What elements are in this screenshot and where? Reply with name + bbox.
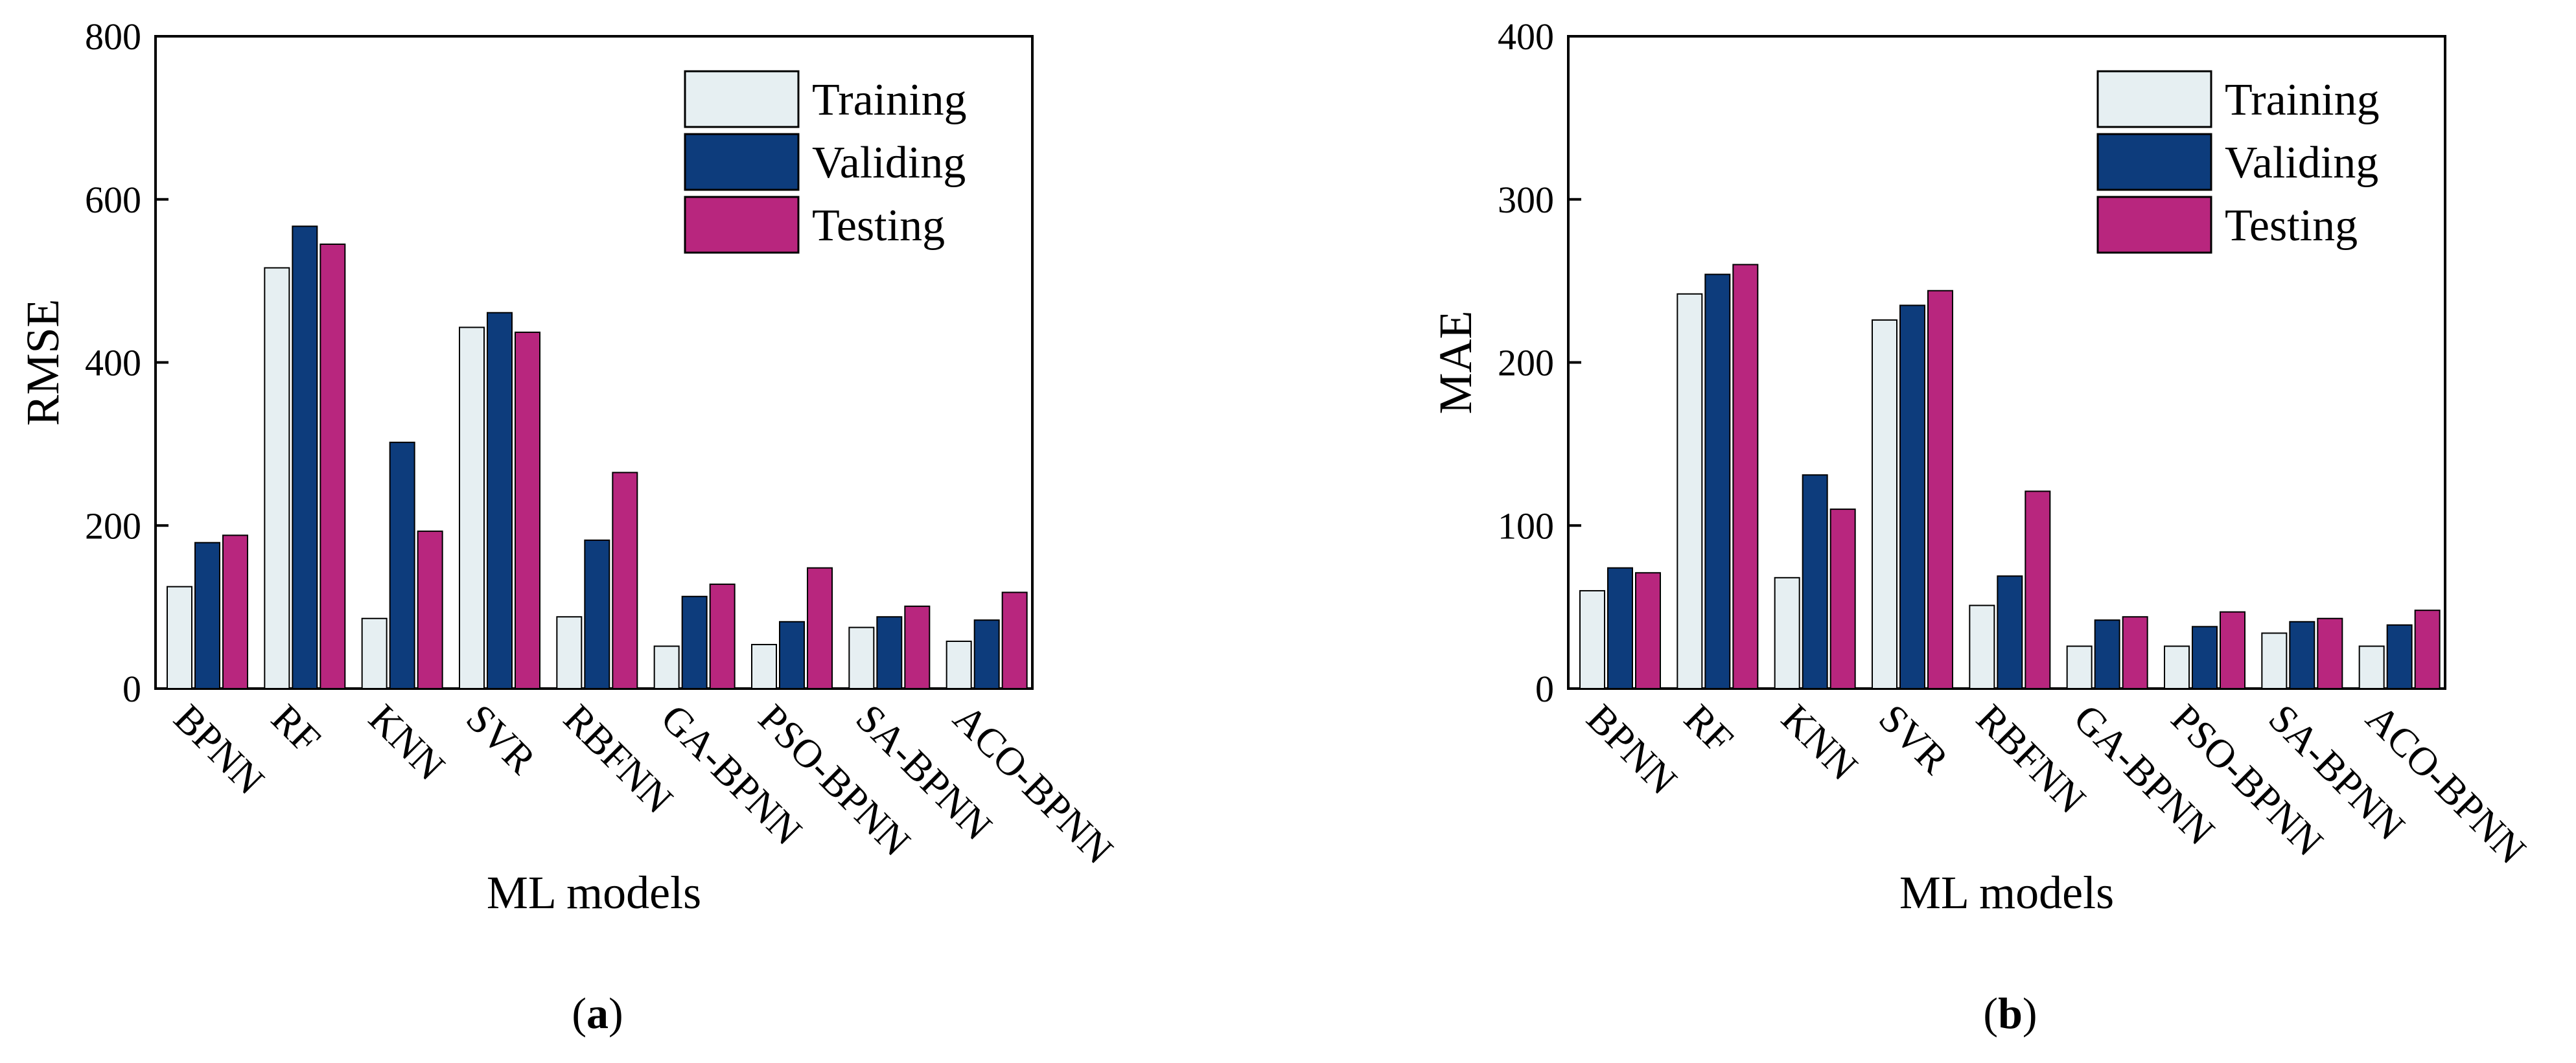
bar-testing-svr [515, 331, 540, 689]
bar-testing-knn [1829, 509, 1856, 689]
bar-testing-ga-bpnn [2122, 616, 2148, 689]
bar-testing-bpnn [1635, 572, 1661, 689]
y-tick-label: 600 [85, 179, 141, 221]
bar-testing-aco-bpnn [1001, 591, 1028, 690]
bar-validing-rbfnn [584, 539, 610, 689]
bar-validing-ga-bpnn [2094, 619, 2120, 690]
bar-testing-pso-bpnn [807, 567, 833, 690]
y-tick-label: 400 [85, 342, 141, 384]
bar-training-knn [1774, 577, 1800, 689]
bar-training-sa-bpnn [848, 626, 875, 689]
bar-training-rbfnn [1969, 604, 1995, 689]
y-axis-title: MAE [1430, 311, 1481, 415]
bar-testing-rbfnn [2025, 490, 2051, 689]
bar-validing-sa-bpnn [2289, 621, 2315, 689]
bar-testing-aco-bpnn [2414, 610, 2441, 689]
bar-testing-knn [417, 531, 443, 690]
legend-label-validing: Validing [812, 138, 966, 188]
bar-training-pso-bpnn [2164, 645, 2190, 689]
legend-swatch-training [2096, 70, 2212, 128]
bar-testing-bpnn [222, 534, 248, 689]
legend-swatch-training [684, 70, 800, 128]
legend-label-testing: Testing [2225, 201, 2358, 251]
legend-label-training: Training [2225, 75, 2380, 125]
bar-validing-aco-bpnn [973, 619, 1000, 690]
bar-testing-rbfnn [612, 472, 638, 690]
legend-swatch-validing [684, 133, 800, 191]
x-tick-label: SVR [458, 696, 544, 783]
legend-label-testing: Testing [812, 201, 945, 251]
panel-label-a: (a) [572, 989, 623, 1038]
x-tick-label: RF [1675, 696, 1741, 762]
bar-validing-knn [1802, 474, 1828, 690]
bar-validing-pso-bpnn [779, 621, 805, 689]
y-tick-label: 200 [85, 505, 141, 547]
bar-validing-rf [292, 225, 318, 689]
x-tick-label: RBFNN [1967, 696, 2093, 822]
bar-testing-sa-bpnn [2317, 617, 2343, 689]
bar-training-bpnn [167, 586, 192, 689]
y-axis-title: RMSE [17, 299, 69, 426]
x-tick-label: KNN [1773, 696, 1866, 789]
bar-validing-aco-bpnn [2386, 624, 2413, 690]
legend-swatch-testing [684, 196, 800, 254]
bar-training-knn [361, 617, 388, 689]
x-tick-label: KNN [360, 696, 453, 789]
bar-testing-pso-bpnn [2220, 611, 2245, 689]
x-axis-title: ML models [1899, 867, 2114, 919]
bar-validing-knn [389, 441, 415, 689]
bar-validing-svr [487, 312, 513, 689]
bar-validing-pso-bpnn [2192, 626, 2218, 690]
bar-training-bpnn [1579, 589, 1605, 690]
bar-validing-bpnn [194, 542, 220, 690]
bar-training-rbfnn [556, 616, 583, 689]
y-tick-label: 100 [1498, 505, 1554, 547]
bar-testing-svr [1927, 290, 1953, 690]
bar-training-svr [459, 326, 485, 689]
bar-training-svr [1872, 319, 1897, 690]
y-tick-label: 400 [1498, 16, 1554, 58]
x-tick-label: RBFNN [555, 696, 680, 822]
bar-validing-rbfnn [1997, 575, 2023, 689]
bar-testing-sa-bpnn [904, 605, 931, 690]
bar-training-rf [264, 267, 290, 689]
y-tick-label: 0 [1535, 668, 1554, 710]
y-tick-label: 300 [1498, 179, 1554, 221]
bar-validing-sa-bpnn [876, 616, 903, 689]
bar-testing-rf [1732, 264, 1759, 689]
bar-training-aco-bpnn [2358, 645, 2385, 689]
bar-validing-ga-bpnn [681, 595, 708, 689]
bar-testing-ga-bpnn [709, 583, 736, 689]
y-tick-label: 0 [122, 668, 141, 710]
bar-training-aco-bpnn [946, 640, 972, 689]
x-axis-title: ML models [487, 867, 701, 919]
bar-validing-rf [1704, 273, 1731, 689]
legend-swatch-validing [2096, 133, 2212, 191]
bar-training-rf [1677, 293, 1703, 689]
bar-validing-bpnn [1607, 567, 1633, 690]
bar-training-ga-bpnn [653, 645, 680, 689]
y-tick-label: 800 [85, 16, 141, 58]
x-tick-label: RF [262, 696, 329, 762]
bar-training-sa-bpnn [2261, 632, 2288, 690]
x-tick-label: SVR [1870, 696, 1957, 783]
panel-label-b: (b) [1983, 989, 2037, 1038]
bar-testing-rf [319, 243, 346, 689]
x-tick-label: BPNN [165, 696, 272, 803]
legend-swatch-testing [2096, 196, 2212, 254]
bar-validing-svr [1899, 304, 1925, 689]
y-tick-label: 200 [1498, 342, 1554, 384]
legend-label-validing: Validing [2225, 138, 2378, 188]
bar-training-pso-bpnn [751, 644, 777, 690]
bar-training-ga-bpnn [2066, 645, 2093, 689]
legend-label-training: Training [812, 75, 967, 125]
x-tick-label: BPNN [1578, 696, 1685, 803]
